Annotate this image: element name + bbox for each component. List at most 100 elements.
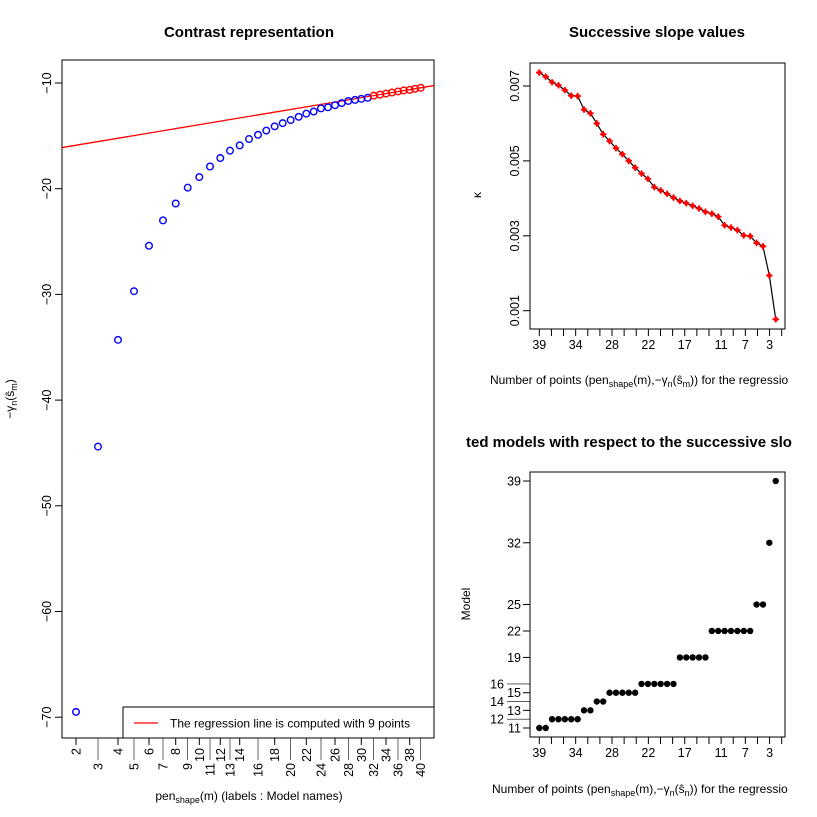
legend-box bbox=[122, 706, 435, 739]
models-plot-box bbox=[529, 471, 786, 738]
x-tick-label: 22 bbox=[641, 338, 655, 352]
slope-point-cross bbox=[663, 190, 671, 198]
slope-point-cross bbox=[561, 86, 569, 94]
x-tick-label: 34 bbox=[569, 746, 583, 760]
slope-point-cross bbox=[753, 239, 760, 247]
contrast-point bbox=[205, 162, 214, 171]
y-tick-label: 19 bbox=[507, 651, 521, 665]
slope-point-cross bbox=[734, 226, 741, 234]
slope-point bbox=[689, 202, 696, 210]
x-tick-label: 17 bbox=[678, 746, 692, 760]
contrast-point bbox=[113, 335, 122, 344]
y-tick-label: −40 bbox=[40, 389, 54, 410]
contrast-point bbox=[344, 96, 353, 105]
model-point bbox=[625, 689, 632, 696]
slope-point bbox=[619, 150, 626, 158]
model-point bbox=[695, 654, 703, 661]
model-point bbox=[721, 627, 728, 635]
slope-point bbox=[644, 175, 652, 183]
slope-point-cross bbox=[644, 175, 652, 183]
contrast-point bbox=[309, 107, 318, 116]
slope-point-cross bbox=[772, 316, 780, 323]
slope-point-cross bbox=[740, 232, 748, 239]
slope-point bbox=[759, 242, 767, 250]
slope-point bbox=[708, 210, 716, 218]
legend: The regression line is computed with 9 p… bbox=[122, 706, 435, 739]
slope-point-cross bbox=[727, 224, 735, 231]
slope-point-cross bbox=[746, 232, 754, 240]
slope-point-cross bbox=[702, 208, 709, 216]
y-tick-label: −20 bbox=[40, 178, 54, 199]
model-point bbox=[702, 654, 709, 661]
slope-point-cross bbox=[599, 131, 607, 138]
slope-point bbox=[599, 131, 607, 138]
slope-point bbox=[625, 157, 633, 165]
slope-point bbox=[587, 110, 594, 117]
x-tick-label: 16 bbox=[252, 763, 266, 777]
slope-point bbox=[721, 222, 728, 229]
model-point bbox=[740, 627, 747, 635]
model-point bbox=[580, 707, 588, 714]
slope-point bbox=[536, 69, 543, 76]
y-tick-label: −30 bbox=[40, 284, 54, 305]
regression-point bbox=[405, 85, 414, 94]
y-tick-label: 25 bbox=[507, 598, 521, 612]
slope-x-label: Number of points (penshape(m),−γn(ŝm)) f… bbox=[490, 373, 788, 389]
slope-point bbox=[766, 272, 773, 279]
model-point bbox=[638, 680, 645, 688]
slope-point bbox=[606, 137, 613, 145]
slope-point-cross bbox=[587, 110, 594, 117]
x-tick-label: 7 bbox=[742, 746, 749, 760]
xlabel-rest: (m) (labels : Model names) bbox=[200, 789, 343, 803]
y-tick-label: 11 bbox=[508, 722, 521, 736]
x-tick-label: 6 bbox=[143, 748, 157, 755]
slope-line bbox=[538, 72, 777, 320]
x-tick-label: 39 bbox=[532, 746, 546, 760]
contrast-y-axis: −10 −20 −30 −40 −50 −60 −70 bbox=[40, 72, 63, 728]
model-point bbox=[619, 689, 626, 696]
slope-points bbox=[536, 69, 780, 323]
x-tick-label: 2 bbox=[70, 748, 84, 755]
slope-point bbox=[657, 187, 665, 194]
contrast-point bbox=[216, 154, 225, 163]
contrast-point bbox=[93, 442, 102, 451]
contrast-point bbox=[129, 287, 138, 296]
xlabel-main: pen bbox=[155, 789, 175, 803]
slope-point-cross bbox=[606, 137, 613, 145]
model-point bbox=[676, 654, 684, 661]
slope-point bbox=[695, 205, 703, 212]
contrast-point bbox=[286, 115, 295, 124]
slope-point-cross bbox=[593, 120, 601, 127]
contrast-point bbox=[317, 104, 326, 113]
slope-point-cross bbox=[714, 213, 722, 221]
x-tick-label: 4 bbox=[112, 748, 126, 755]
y-tick-label: −10 bbox=[40, 72, 54, 93]
contrast-point bbox=[270, 122, 279, 131]
y-tick-label: 16 bbox=[490, 677, 504, 691]
slope-point-cross bbox=[695, 205, 703, 212]
contrast-panel: Contrast representation −10−20−30−40−50−… bbox=[3, 24, 435, 805]
regression-line bbox=[61, 84, 435, 149]
model-point bbox=[651, 680, 658, 688]
x-tick-label: 38 bbox=[403, 748, 417, 762]
legend-text: The regression line is computed with 9 p… bbox=[170, 717, 410, 731]
contrast-point bbox=[302, 109, 311, 118]
contrast-point bbox=[235, 141, 244, 150]
y-tick-label: 14 bbox=[490, 695, 504, 709]
y-tick-label: 0.005 bbox=[508, 145, 522, 176]
y-tick-label: 0.001 bbox=[508, 295, 522, 326]
slope-point-cross bbox=[574, 92, 581, 100]
slope-point-cross bbox=[721, 222, 728, 229]
x-tick-label: 11 bbox=[715, 746, 728, 760]
model-point bbox=[689, 654, 696, 661]
y-tick-label: −60 bbox=[40, 601, 54, 622]
model-point bbox=[644, 680, 652, 688]
x-tick-label: 28 bbox=[605, 338, 619, 352]
slope-point-cross bbox=[548, 78, 556, 86]
y-tick-label: 0.003 bbox=[508, 220, 522, 251]
x-tick-label: 36 bbox=[392, 763, 406, 777]
y-tick-label: 13 bbox=[507, 704, 521, 718]
y-tick-label: −50 bbox=[40, 495, 54, 516]
model-point bbox=[600, 698, 607, 705]
